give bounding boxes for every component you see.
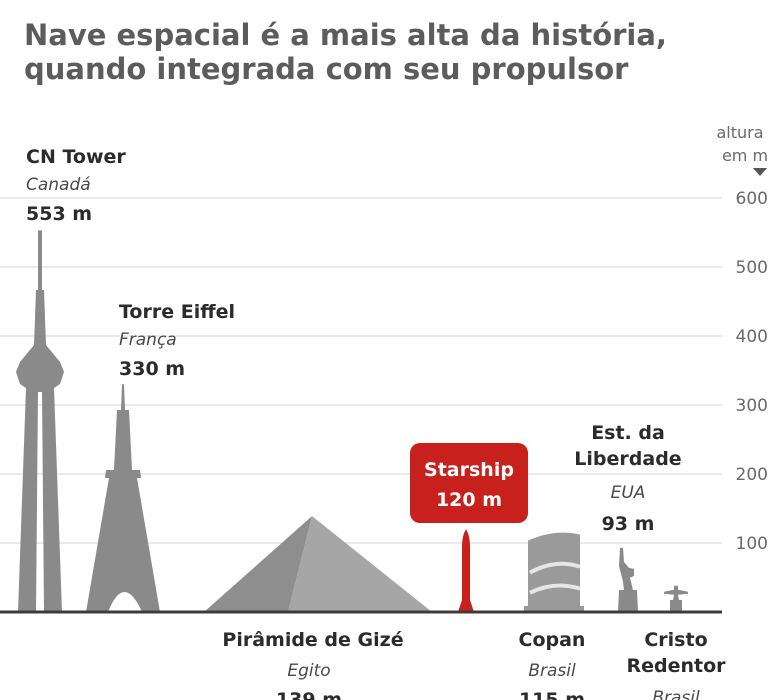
y-axis-label-line-2: em m [722,146,768,165]
label-cristo-name-line-2: Redentor [626,655,726,677]
label-eiffel-country: França [119,330,177,350]
label-liberty-height: 93 m [602,513,655,535]
pyramid-icon [204,516,432,612]
y-tick-100: 100 [736,534,768,554]
label-cn-tower-name: CN Tower [26,146,126,168]
label-eiffel-height: 330 m [119,358,185,380]
label-eiffel-name: Torre Eiffel [119,301,235,323]
label-pyramid-country: Egito [287,661,330,681]
pyramid-right-face [288,516,432,612]
title-line-2: quando integrada com seu propulsor [24,52,629,86]
copan-building-shape [524,532,584,612]
y-tick-400: 400 [736,327,768,347]
y-axis-ticks: 100 200 300 400 500 600 [736,189,768,554]
copan-stripe-1 [529,561,581,575]
label-cristo-name-line-1: Cristo [644,629,707,651]
label-pyramid-name: Pirâmide de Gizé [222,629,403,651]
pyramid-left-face [204,516,312,612]
chart-title: Nave espacial é a mais alta da história,… [24,18,667,86]
title-line-1: Nave espacial é a mais alta da história, [24,18,667,52]
cn-tower-body [16,290,64,612]
label-liberty-name-line-1: Est. da [591,422,665,444]
cn-tower-spire [38,230,42,300]
y-tick-300: 300 [736,396,768,416]
building-icon [524,532,584,612]
starship-callout: Starship 120 m [410,443,528,523]
label-starship-height: 120 m [436,489,502,511]
label-copan-country: Brasil [528,661,576,681]
label-copan-name: Copan [519,629,586,651]
label-cn-tower-height: 553 m [26,203,92,225]
y-tick-600: 600 [736,189,768,209]
y-tick-200: 200 [736,465,768,485]
copan-stripe-2 [529,583,581,595]
eiffel-tower-icon [86,384,160,612]
starship-callout-box [410,443,528,523]
y-axis-label-line-1: altura [716,123,763,142]
statue-of-liberty-icon [618,547,638,612]
rocket-icon [458,529,474,612]
label-liberty-name-line-2: Liberdade [574,448,681,470]
label-pyramid-height: 139 m [276,689,342,700]
label-starship-name: Starship [424,459,514,481]
label-cn-tower-country: Canadá [26,175,91,195]
label-liberty-country: EUA [611,483,646,503]
y-tick-500: 500 [736,258,768,278]
label-copan-height: 115 m [519,689,585,700]
axis-arrow-icon [753,168,767,176]
cn-tower-icon [16,230,64,612]
christ-redeemer-icon [664,585,688,612]
label-cristo-country: Brasil [652,688,700,700]
